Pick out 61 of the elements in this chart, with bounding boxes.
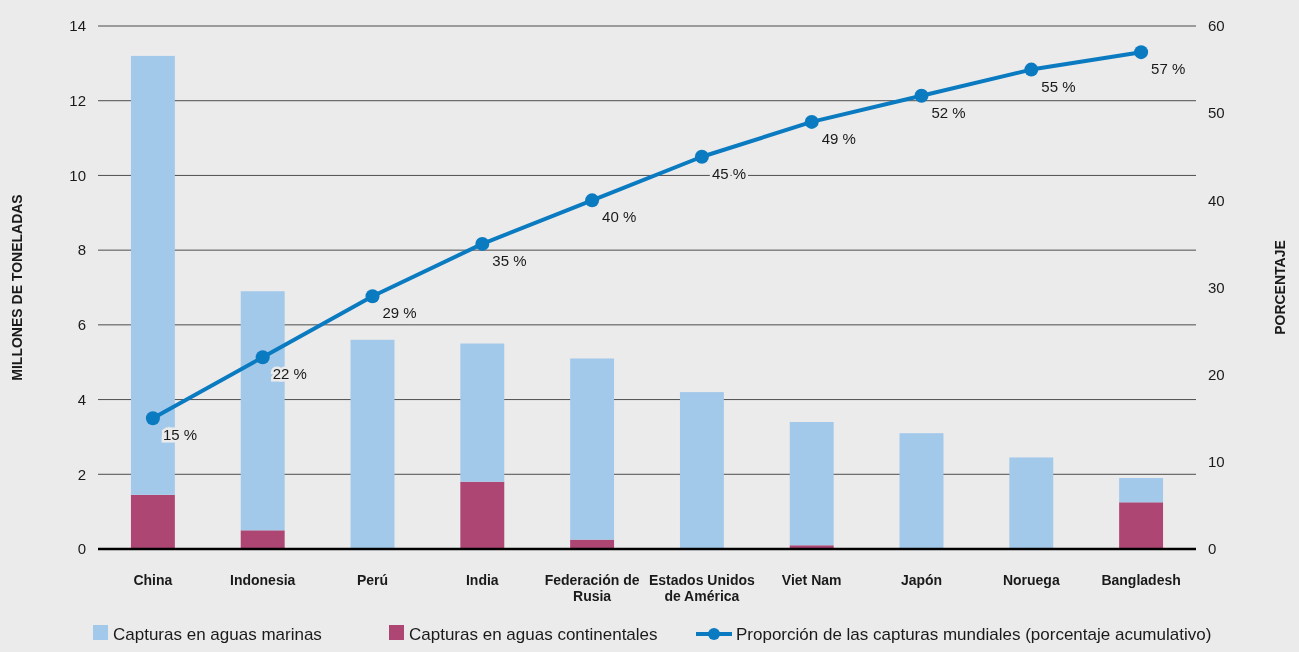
y-tick-label: 8 — [77, 241, 86, 259]
y2-tick-label: 60 — [1208, 17, 1225, 35]
point — [585, 193, 600, 208]
data-label: 29 % — [382, 304, 417, 322]
point — [1134, 45, 1149, 60]
y-tick-label: 0 — [77, 540, 86, 558]
x-tick-label: Federación de Rusia — [544, 572, 640, 604]
legend-label: Capturas en aguas continentales — [409, 625, 658, 644]
y-tick-label: 2 — [77, 465, 86, 483]
x-tick-label: Noruega — [1002, 572, 1060, 588]
y-tick-label: 4 — [77, 390, 86, 408]
y2-axis-title: PORCENTAJE — [1272, 240, 1288, 335]
x-tick-label: Indonesia — [230, 572, 296, 588]
bar — [460, 343, 505, 482]
legend-label: Capturas en aguas marinas — [113, 625, 322, 644]
data-label: 22 % — [272, 365, 307, 383]
data-label: 40 % — [602, 208, 637, 226]
x-tick-label: Japón — [900, 572, 943, 588]
y2-tick-label: 0 — [1208, 540, 1217, 558]
point — [914, 88, 929, 103]
bar — [679, 392, 724, 549]
y-axis-title: MILLONES DE TONELADAS — [9, 194, 25, 381]
y2-tick-label: 40 — [1208, 191, 1225, 209]
data-label: 15 % — [162, 426, 198, 444]
y2-tick-label: 10 — [1208, 453, 1225, 471]
x-tick-label: Estados Unidos de América — [649, 572, 756, 604]
y-tick-label: 6 — [77, 316, 86, 334]
x-tick-label: India — [465, 572, 499, 588]
bar — [350, 339, 395, 549]
y2-tick-label: 30 — [1208, 278, 1225, 296]
bar — [1119, 502, 1164, 549]
y-tick-label: 12 — [69, 91, 86, 109]
bar — [899, 433, 944, 549]
x-tick-label: Viet Nam — [781, 572, 842, 588]
point — [1024, 62, 1039, 77]
point — [365, 289, 380, 304]
y2-tick-label: 50 — [1208, 104, 1225, 122]
point — [475, 236, 490, 251]
data-label: 49 % — [821, 129, 856, 147]
point — [694, 149, 709, 164]
x-tick-label: China — [133, 572, 173, 588]
y-tick-label: 10 — [69, 166, 86, 184]
point — [145, 411, 160, 426]
data-label: 52 % — [931, 103, 966, 121]
data-label: 57 % — [1151, 60, 1186, 78]
bar — [789, 421, 834, 546]
point — [255, 350, 270, 365]
x-tick-label: Perú — [356, 572, 389, 588]
bar — [460, 481, 505, 549]
bar — [240, 530, 285, 549]
y2-tick-label: 20 — [1208, 365, 1225, 383]
y-tick-label: 14 — [69, 17, 86, 35]
data-label: 55 % — [1041, 77, 1076, 95]
x-tick-label: Bangladesh — [1101, 572, 1181, 588]
legend-label: Proporción de las capturas mundiales (porcentaje acumulativo) — [736, 625, 1212, 644]
bar — [1009, 457, 1054, 549]
data-label: 35 % — [492, 251, 527, 269]
bar — [130, 494, 175, 549]
point — [804, 114, 819, 129]
bar — [1119, 478, 1164, 503]
bar — [570, 358, 615, 540]
